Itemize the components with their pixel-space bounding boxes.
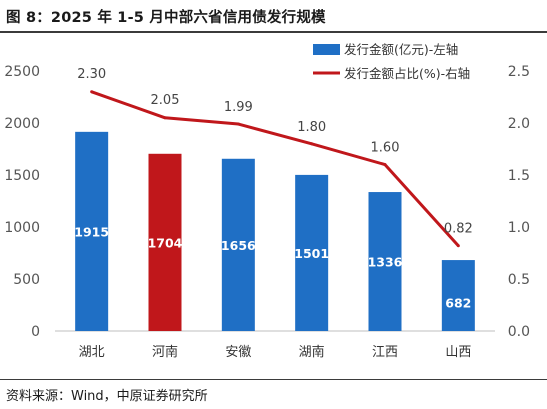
bar [441, 260, 475, 331]
left-axis-tick-label: 0 [31, 324, 40, 340]
line-value-label: 1.80 [297, 120, 326, 135]
bar-value-label: 1656 [221, 238, 256, 253]
line-point [90, 90, 94, 94]
line-value-label: 2.30 [77, 67, 106, 82]
line-point [236, 122, 240, 126]
category-label: 湖南 [299, 344, 325, 360]
source-divider [0, 379, 547, 380]
title-divider [0, 31, 547, 33]
category-label: 河南 [152, 344, 178, 360]
left-axis-tick-label: 1000 [4, 220, 40, 236]
line-value-label: 1.60 [371, 141, 400, 156]
category-label: 湖北 [79, 345, 105, 360]
right-axis-tick-label: 1.0 [508, 220, 530, 236]
bar-value-label: 1704 [148, 235, 183, 250]
left-axis-tick-label: 1500 [4, 168, 40, 184]
left-axis-tick-label: 2500 [4, 64, 40, 80]
left-axis-tick-label: 2000 [4, 116, 40, 132]
bar-value-label: 1336 [368, 255, 403, 270]
line-series: 2.30 2.05 1.99 1.80 1.60 0.82 [77, 67, 473, 248]
line-value-label: 2.05 [151, 93, 180, 108]
right-axis-tick-label: 2.0 [508, 116, 530, 132]
left-axis-tick-label: 500 [13, 272, 40, 288]
chart-axes: 0 500 1000 1500 2000 2500 0.0 0.5 1.0 1.5 2.0 2.5 湖北… [4, 64, 530, 360]
category-label: 江西 [372, 345, 398, 360]
legend-swatch-bar [313, 44, 340, 55]
line-point [163, 116, 167, 120]
line-value-label: 1.99 [224, 100, 253, 115]
category-label: 安徽 [225, 345, 251, 360]
line-point [383, 163, 387, 167]
bar-value-label: 1501 [294, 246, 329, 261]
bar-value-label: 682 [445, 296, 471, 311]
legend-label-bar: 发行金额(亿元)-左轴 [344, 42, 458, 57]
bar [295, 174, 329, 331]
right-axis-tick-label: 0.0 [508, 324, 530, 340]
bar [221, 158, 255, 331]
source-note: 资料来源：Wind，中原证券研究所 [6, 389, 208, 404]
right-axis-tick-label: 0.5 [508, 272, 530, 288]
bar-series: 1915 1704 1656 1501 1336 682 [74, 131, 475, 331]
category-label: 山西 [445, 345, 471, 360]
line-point [310, 142, 314, 146]
bar-value-label: 1915 [74, 224, 109, 239]
line-path [91, 90, 460, 247]
right-axis-tick-label: 1.5 [508, 168, 530, 184]
bar [75, 131, 109, 331]
chart-title: 图 8：2025 年 1-5 月中部六省信用债发行规模 [6, 10, 326, 26]
line-value-label: 0.82 [444, 222, 473, 237]
legend-label-line: 发行金额占比(%)-右轴 [344, 66, 470, 81]
bar [368, 192, 402, 331]
line-point [456, 244, 460, 248]
right-axis-tick-label: 2.5 [508, 64, 530, 80]
bar [148, 153, 182, 331]
